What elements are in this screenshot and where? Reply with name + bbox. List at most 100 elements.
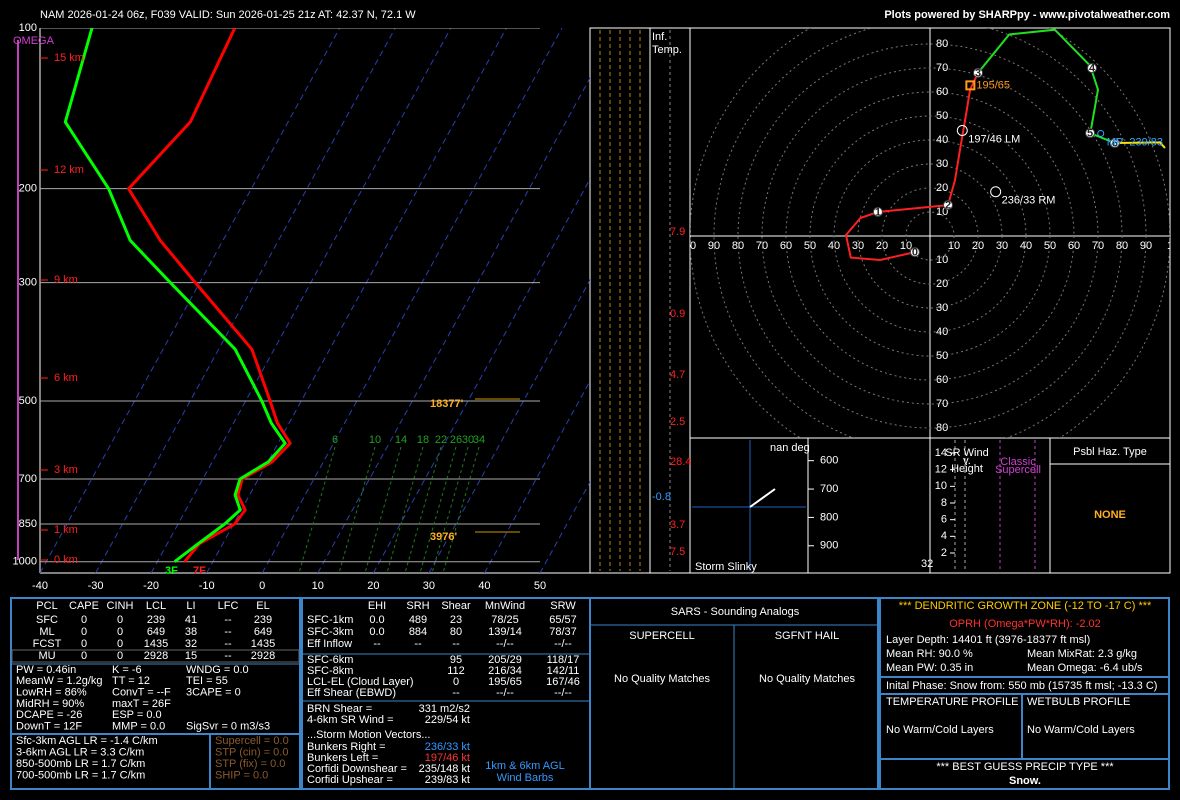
x-tick-label: 30 (852, 240, 864, 252)
index-value: DCAPE = -26 (16, 709, 82, 721)
table-header: CAPE (69, 600, 99, 612)
lapse-rate: 850-500mb LR = 1.7 C/km (16, 758, 145, 770)
motion-label: Bunkers Right = (307, 741, 386, 753)
table-cell: ML (39, 626, 54, 638)
km-marker (1087, 63, 1097, 74)
panel-title: v. (963, 455, 971, 467)
table-header: MnWind (485, 600, 525, 612)
height-label: 1 km (54, 524, 78, 536)
y-tick-label: 50 (936, 350, 948, 362)
param-value: 229/54 kt (425, 714, 470, 726)
table-cell: 884 (409, 626, 427, 638)
table-cell: 80 (450, 626, 462, 638)
index-value: 3CAPE = 0 (186, 687, 241, 699)
dgz-stat: Layer Depth: 14401 ft (3976-18377 ft msl… (886, 634, 1090, 646)
motion-value: 197/46 kt (425, 752, 470, 764)
storm-motion-marker (990, 186, 1002, 198)
lapse-rate: 3-6km AGL LR = 3.3 C/km (16, 747, 144, 759)
km-marker (973, 67, 983, 78)
y-tick-label: 100 (19, 22, 37, 34)
km-marker (1085, 128, 1096, 139)
table-cell: 0 (81, 650, 87, 662)
table-cell: 195/65 (488, 676, 522, 688)
table-cell: 167/46 (546, 676, 580, 688)
table-header: CINH (107, 600, 134, 612)
isotherm (150, 28, 452, 573)
y-tick-label: 14 (935, 447, 947, 459)
section-title: ...Storm Motion Vectors... (307, 729, 431, 741)
y-tick-label: 8 (941, 497, 947, 509)
surface-temperature: 7F (193, 565, 206, 577)
x-tick-label: 40 (1020, 240, 1032, 252)
isotherm (484, 380, 590, 573)
panel-title: SARS - Sounding Analogs (671, 606, 800, 618)
table-cell: --/-- (554, 687, 572, 699)
panel-label: Classic (1000, 456, 1036, 468)
inferred-temp-value: 4.7 (670, 369, 685, 381)
barb-legend: Wind Barbs (497, 772, 554, 784)
index-value: DownT = 12F (16, 720, 82, 732)
table-cell: FCST (33, 638, 62, 650)
mixing-ratio-line (431, 446, 469, 573)
x-tick-label: 70 (1092, 240, 1104, 252)
km-marker-label: 0 (912, 246, 918, 258)
table-cell: 489 (409, 614, 427, 626)
y-tick-label: 80 (936, 38, 948, 50)
table-header: EHI (368, 600, 386, 612)
hodo-trace (1114, 141, 1166, 149)
inferred-temp-value: -0.8 (652, 491, 671, 503)
index-value: MidRH = 90% (16, 698, 84, 710)
km-marker-label: 1 (875, 206, 881, 218)
table-cell: 0 (117, 638, 123, 650)
panel-title: Height (951, 463, 983, 475)
table-cell: 95 (450, 654, 462, 666)
y-tick-label: 4 (941, 530, 947, 542)
y-tick-label: 6 (941, 514, 947, 526)
hodo-trace (844, 72, 979, 262)
panel-title: *** DENDRITIC GROWTH ZONE (-12 TO -17 C)… (899, 600, 1152, 612)
y-tick-label: 800 (820, 511, 838, 523)
index-value: MMP = 0.0 (112, 720, 165, 732)
km-marker-label: 2 (945, 199, 951, 211)
slinky-vector (749, 488, 776, 508)
profile-line (63, 28, 287, 563)
table-cell: MU (38, 650, 55, 662)
dgz-stat: Mean PW: 0.35 in (886, 662, 973, 674)
index-value: ESP = 0.0 (112, 709, 162, 721)
composite-index: Supercell = 0.0 (215, 735, 289, 747)
y-tick-label: 10 (936, 254, 948, 266)
table-cell: 0 (117, 626, 123, 638)
isotherm (206, 28, 507, 573)
hodo-ring (833, 139, 1027, 333)
km-marker-label: 5 (1087, 127, 1093, 139)
x-tick-label: 60 (1068, 240, 1080, 252)
credit: Plots powered by SHARPpy - www.pivotalwe… (884, 9, 1170, 21)
table-header: PCL (36, 600, 57, 612)
panel-title: Psbl Haz. Type (1073, 446, 1147, 458)
profile-text: No Warm/Cold Layers (886, 724, 994, 736)
inferred-temp-value: 0.9 (670, 308, 685, 320)
oprh: OPRH (Omega*PW*RH): -2.02 (949, 618, 1101, 630)
x-tick-label: 90 (708, 240, 720, 252)
height-label: 12 km (54, 164, 84, 176)
x-tick-label: 0 (259, 580, 265, 592)
y-tick-label: 500 (19, 395, 37, 407)
table-cell: 0 (117, 650, 123, 662)
table-cell: 216/34 (488, 665, 522, 677)
x-tick-label: -40 (32, 580, 48, 592)
table-cell: 1435 (251, 638, 275, 650)
composite-index: STP (fix) = 0.0 (215, 758, 285, 770)
y-tick-label: 12 (935, 464, 947, 476)
column-text: No Quality Matches (614, 673, 710, 685)
isotherm (40, 28, 341, 573)
param-label: BRN Shear = (307, 703, 372, 715)
table-cell: 118/17 (547, 654, 580, 666)
mixing-ratio-line (419, 446, 457, 573)
km-marker (872, 207, 883, 218)
barb-legend: 1km & 6km AGL (485, 760, 564, 772)
table-cell: 78/25 (491, 614, 519, 626)
inferred-temp-value: 28.4 (670, 456, 691, 468)
axis-label: OMEGA (13, 35, 55, 47)
